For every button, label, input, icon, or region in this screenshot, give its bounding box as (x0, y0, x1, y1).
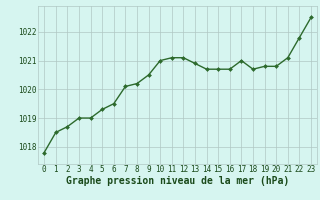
X-axis label: Graphe pression niveau de la mer (hPa): Graphe pression niveau de la mer (hPa) (66, 176, 289, 186)
